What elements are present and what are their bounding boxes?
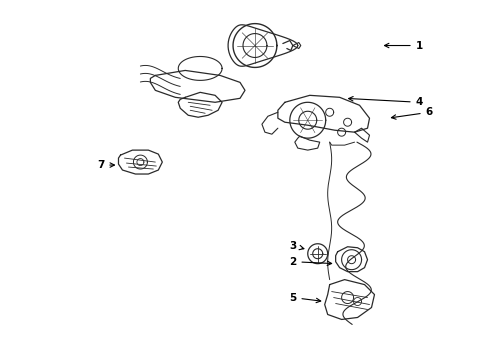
Text: 7: 7 (97, 160, 115, 170)
Text: 5: 5 (289, 293, 321, 303)
Text: 4: 4 (348, 96, 423, 107)
Text: 1: 1 (385, 41, 423, 50)
Text: 6: 6 (392, 107, 433, 119)
Text: 2: 2 (289, 257, 332, 267)
Text: 3: 3 (289, 241, 304, 251)
